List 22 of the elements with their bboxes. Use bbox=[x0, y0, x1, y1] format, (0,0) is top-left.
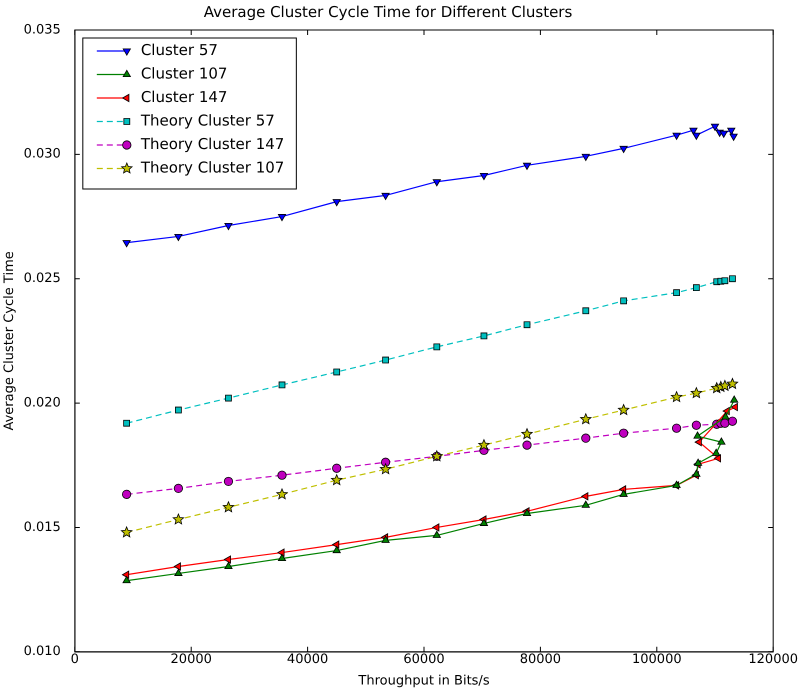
y-tick-label: 0.015 bbox=[24, 520, 61, 535]
y-tick-label: 0.035 bbox=[24, 22, 61, 38]
x-tick-label: 20000 bbox=[170, 652, 212, 667]
y-tick-label: 0.020 bbox=[24, 395, 61, 410]
chart-title: Average Cluster Cycle Time for Different Clusters bbox=[204, 2, 572, 21]
y-tick-label: 0.030 bbox=[24, 146, 61, 162]
x-axis-title: Throughput in Bits/s bbox=[357, 674, 490, 689]
legend-label: Theory Cluster 147 bbox=[140, 134, 284, 153]
legend-label: Cluster 57 bbox=[140, 40, 218, 59]
legend-label: Theory Cluster 107 bbox=[140, 158, 284, 176]
y-axis-title: Average Cluster Cycle Time bbox=[2, 251, 18, 431]
x-tick-label: 0 bbox=[70, 652, 79, 667]
legend-label: Cluster 147 bbox=[140, 88, 228, 106]
legend-label: Theory Cluster 57 bbox=[140, 111, 275, 130]
y-tick-label: 0.025 bbox=[24, 271, 61, 286]
x-tick-label: 120000 bbox=[748, 652, 798, 667]
y-tick-label: 0.010 bbox=[24, 644, 61, 660]
x-tick-label: 60000 bbox=[403, 652, 445, 667]
x-tick-label: 80000 bbox=[520, 652, 562, 667]
x-tick-label: 100000 bbox=[632, 652, 682, 667]
legend-label: Cluster 107 bbox=[140, 64, 228, 82]
x-tick-label: 40000 bbox=[286, 652, 328, 667]
